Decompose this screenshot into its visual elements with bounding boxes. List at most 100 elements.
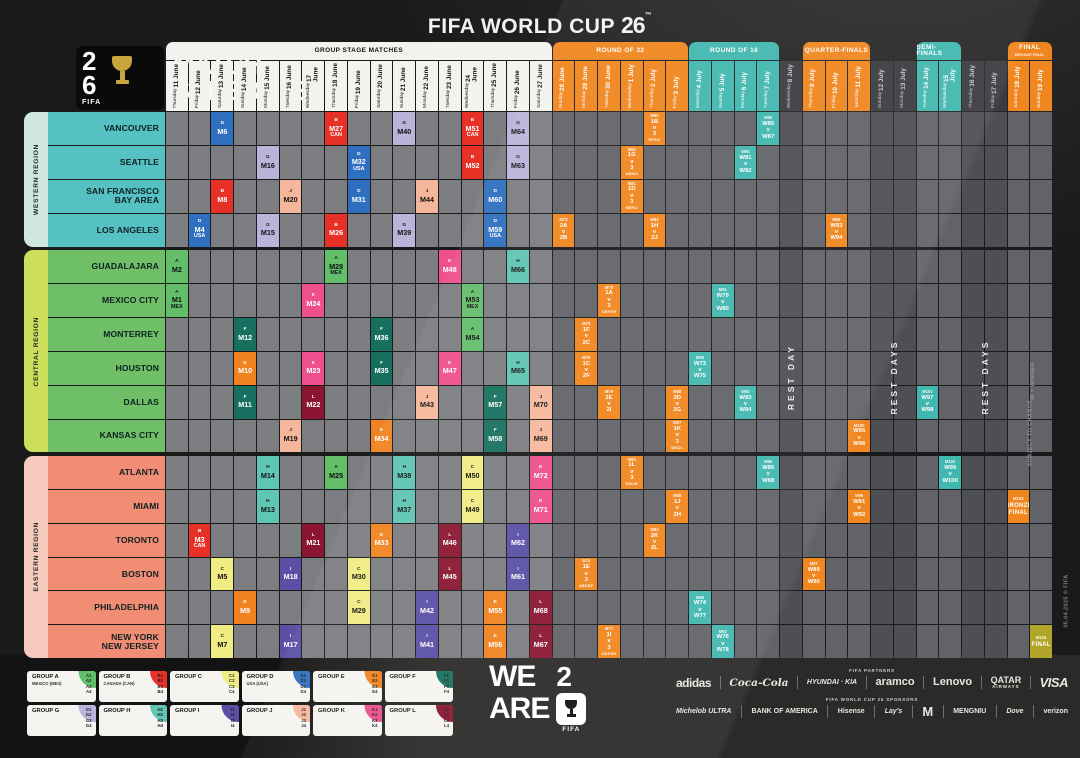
grid-cell — [438, 385, 461, 419]
grid-cell — [848, 523, 871, 557]
match-pairing-line: v — [948, 471, 952, 478]
date-day: Friday — [513, 94, 519, 108]
trademark: ™ — [644, 12, 653, 19]
match-code: M65 — [511, 366, 525, 376]
grid-cell — [1030, 213, 1052, 247]
legend-slots: D1 D2 D3 D4 — [300, 673, 307, 695]
grid-cell — [825, 455, 848, 489]
match-cell-M13: H M13 — [256, 489, 279, 523]
legend-slot: I1 — [230, 707, 235, 712]
match-code: M98 — [832, 216, 841, 222]
grid-cell — [871, 213, 893, 247]
date-label: 16 July — [968, 65, 976, 87]
grid-cell — [711, 455, 734, 489]
grid-cell — [552, 351, 575, 385]
grid-cell — [234, 489, 256, 523]
grid-cell — [416, 317, 438, 351]
grid-cell — [620, 112, 643, 145]
grid-cell — [620, 351, 643, 385]
grid-cell — [370, 591, 393, 625]
match-pairing-line: W93 — [830, 222, 843, 229]
grid-cell — [916, 283, 939, 317]
aramco-logo: aramco — [875, 676, 915, 689]
grid-cell — [507, 591, 529, 625]
row-cells: A M2 A M28 MEX K M48 H M66 — [166, 250, 1052, 283]
grid-cell — [620, 625, 643, 659]
match-cell-M58: F M58 — [484, 419, 507, 453]
match-code: M102 — [944, 459, 956, 465]
match-code: M42 — [420, 606, 435, 616]
grid-cell — [916, 557, 939, 591]
legend-slot: K4 — [372, 723, 378, 729]
match-pairing-line: W84 — [739, 407, 752, 414]
match-cell-M44: J M44 — [416, 179, 438, 213]
match-cell-M35: F M35 — [370, 351, 393, 385]
grid-cell — [234, 179, 256, 213]
grid-cell — [484, 351, 507, 385]
match-code: M74 — [582, 558, 591, 564]
schedule-row: SEATTLE G M16 D M32 USA B M52 G M63 M82 1G v 3 AEHIJ M9… — [24, 145, 1052, 179]
date-header-row: Thursday 11 June Friday 12 June Saturday 13 J… — [166, 61, 1052, 111]
legend-slot: L4 — [443, 723, 449, 729]
grid-cell — [438, 179, 461, 213]
grid-cell — [302, 112, 325, 145]
grid-cell — [325, 489, 347, 523]
third-place-pool: ABCDF — [579, 583, 594, 588]
match-cell-M100: M100 W95 v W96 — [848, 419, 871, 453]
region-tab-label: CENTRAL REGION — [32, 316, 40, 387]
row-cells: C M7 I M17 I M41 E M56 L M67 M77 1I v 3 CDFGH M92 W76 v W7… — [166, 625, 1052, 659]
grid-cell — [666, 625, 689, 659]
grid-cell — [166, 625, 188, 659]
cup-sponsors-label: FIFA WORLD CUP 26 SPONSORS — [825, 696, 919, 702]
grid-cell — [211, 317, 234, 351]
title-text: FIFA WORLD CUP — [427, 15, 615, 38]
match-pairing-line: 1K — [673, 426, 681, 433]
date-day: Tuesday — [286, 89, 292, 108]
match-code: M88 — [673, 388, 682, 394]
match-cell-M72: K M72 — [529, 455, 552, 489]
grid-cell — [256, 419, 279, 453]
match-code: M60 — [488, 194, 503, 204]
date-header: Sunday 19 July — [1030, 61, 1052, 111]
group-legend: GROUP A MEXICO (MEX) A1 A2 A3 A4 GROUP B CANADA… — [27, 671, 453, 736]
city-label-miami: MIAMI — [48, 489, 165, 523]
sponsor-separator — [995, 704, 997, 718]
match-cell-M10: E M10 — [234, 351, 256, 385]
date-day: Sunday — [240, 91, 246, 108]
grid-cell — [620, 489, 643, 523]
match-code: M40 — [397, 126, 412, 136]
match-pairing-line: v — [698, 367, 702, 374]
grid-cell — [643, 250, 666, 283]
grid-cell — [780, 385, 802, 419]
grid-cell — [256, 250, 279, 283]
match-code: M15 — [260, 228, 275, 238]
match-code: M13 — [260, 504, 275, 514]
grid-cell — [1030, 591, 1052, 625]
grid-cell — [780, 351, 802, 385]
match-pairing-line: 2A — [559, 222, 568, 229]
grid-cell — [598, 213, 620, 247]
match-cell-M31: D M31 — [347, 179, 370, 213]
date-label: 19 July — [1036, 69, 1044, 91]
grid-cell — [916, 317, 939, 351]
grid-cell — [438, 317, 461, 351]
date-day: Wednesday — [465, 82, 471, 108]
grid-cell — [848, 317, 871, 351]
grid-cell — [393, 625, 416, 659]
match-code: M50 — [465, 470, 480, 480]
grid-cell — [552, 250, 575, 283]
grid-cell — [302, 317, 325, 351]
date-header: Tuesday 23 June — [438, 61, 461, 111]
match-cell-M23: K M23 — [302, 351, 325, 385]
grid-cell — [825, 317, 848, 351]
grid-cell — [484, 557, 507, 591]
match-code: M34 — [374, 434, 389, 444]
grid-cell — [666, 283, 689, 317]
match-cell-M20: J M20 — [279, 179, 302, 213]
grid-cell — [256, 591, 279, 625]
date-day: Thursday — [172, 88, 178, 108]
match-group-letter: D — [493, 219, 497, 225]
match-code: M8 — [217, 194, 228, 204]
grid-cell — [711, 591, 734, 625]
legend-slot: D3 — [300, 683, 307, 689]
